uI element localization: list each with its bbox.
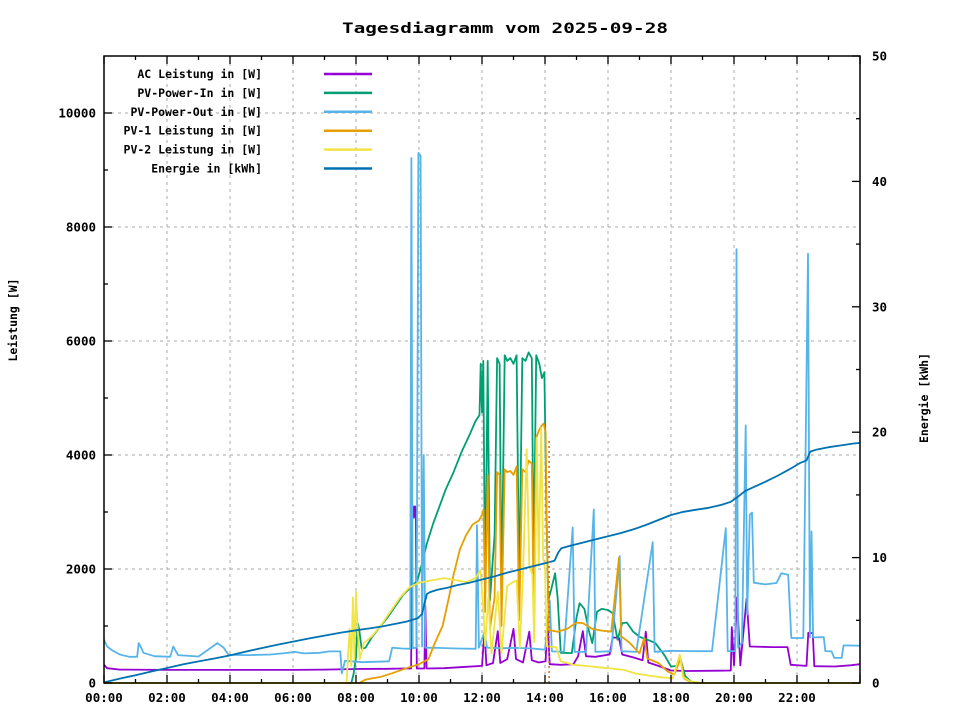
y-left-tick-label: 0 bbox=[88, 676, 96, 691]
x-tick-label: 22:00 bbox=[778, 690, 816, 705]
y-right-axis-label: Energie [kWh] bbox=[917, 353, 931, 443]
y-left-axis-label: Leistung [W] bbox=[6, 278, 20, 361]
x-tick-label: 02:00 bbox=[148, 690, 186, 705]
grid-layer bbox=[104, 56, 860, 683]
legend-row: Energie in [kWh] bbox=[151, 162, 372, 176]
y-right-tick-label: 0 bbox=[872, 676, 880, 691]
page-title: Tagesdiagramm vom 2025-09-28 bbox=[342, 21, 668, 37]
legend-row: PV-Power-Out in [W] bbox=[130, 105, 372, 119]
x-tick-label: 18:00 bbox=[652, 690, 690, 705]
tick-layer bbox=[103, 55, 861, 684]
y-left-tick-label: 8000 bbox=[66, 220, 96, 235]
x-tick-label: 20:00 bbox=[715, 690, 753, 705]
x-tick-label: 14:00 bbox=[526, 690, 564, 705]
legend: AC Leistung in [W] PV-Power-In in [W] PV-P… bbox=[124, 67, 372, 176]
legend-label: PV-1 Leistung in [W] bbox=[124, 124, 262, 138]
legend-label: PV-Power-In in [W] bbox=[137, 86, 262, 100]
legend-row: PV-1 Leistung in [W] bbox=[124, 124, 372, 138]
legend-row: PV-Power-In in [W] bbox=[137, 86, 372, 100]
y-left-tick-label: 4000 bbox=[66, 448, 96, 463]
x-tick-label: 04:00 bbox=[211, 690, 249, 705]
legend-label: PV-Power-Out in [W] bbox=[130, 105, 262, 119]
tick-label-layer: 00:00 02:00 04:00 06:00 08:00 10:00 12:00 14:00… bbox=[58, 49, 887, 706]
series-layer bbox=[103, 151, 861, 684]
y-right-tick-label: 20 bbox=[872, 425, 887, 440]
legend-label: AC Leistung in [W] bbox=[137, 67, 262, 81]
x-tick-label: 06:00 bbox=[274, 690, 312, 705]
series-energie-in-kwh bbox=[103, 442, 861, 684]
legend-row: PV-2 Leistung in [W] bbox=[124, 143, 372, 157]
y-left-tick-label: 6000 bbox=[66, 334, 96, 349]
legend-label: Energie in [kWh] bbox=[151, 162, 262, 176]
x-tick-label: 10:00 bbox=[400, 690, 438, 705]
y-right-tick-label: 30 bbox=[872, 299, 887, 314]
x-tick-label: 00:00 bbox=[85, 690, 123, 705]
y-left-tick-label: 10000 bbox=[58, 106, 96, 121]
y-right-tick-label: 40 bbox=[872, 174, 887, 189]
x-tick-label: 12:00 bbox=[463, 690, 501, 705]
series-pv-power-out-in-w bbox=[103, 151, 861, 675]
y-right-tick-label: 50 bbox=[872, 49, 887, 64]
series-pv-2-leistung-in-w bbox=[104, 426, 860, 684]
legend-row: AC Leistung in [W] bbox=[137, 67, 372, 81]
y-right-tick-label: 10 bbox=[872, 550, 887, 565]
x-tick-label: 08:00 bbox=[337, 690, 375, 705]
y-left-tick-label: 2000 bbox=[66, 562, 96, 577]
x-tick-label: 16:00 bbox=[589, 690, 627, 705]
legend-label: PV-2 Leistung in [W] bbox=[124, 143, 262, 157]
